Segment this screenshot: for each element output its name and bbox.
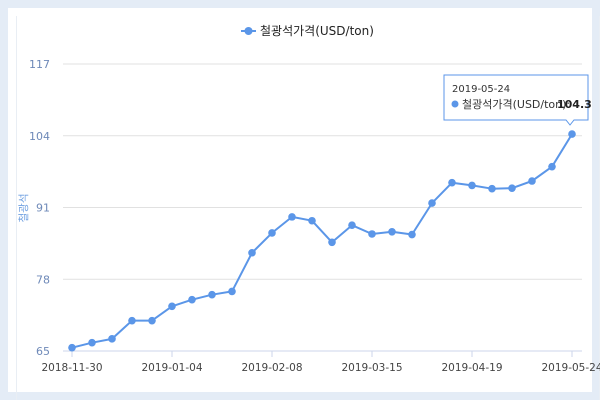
y-tick-label: 78 [36, 273, 50, 286]
data-point [288, 213, 296, 221]
y-tick-label: 65 [36, 345, 50, 358]
data-point [388, 227, 396, 236]
data-point [448, 178, 456, 187]
data-point [508, 184, 516, 192]
y-axis-title: 철광석 [18, 194, 30, 223]
data-point [548, 162, 556, 171]
data-point [268, 229, 276, 237]
data-point [128, 316, 136, 325]
data-point [248, 248, 256, 257]
data-point [348, 221, 356, 229]
data-point [168, 302, 176, 311]
y-tick-label: 117 [29, 58, 50, 71]
series-layer [68, 130, 576, 352]
x-tick-label: 2019-05-24 [541, 362, 600, 374]
tooltip-date: 2019-05-24 [452, 84, 510, 95]
x-ticks: 2018-11-30 2019-01-04 2019-02-08 2019-03-15… [41, 351, 600, 374]
legend-label: 철광석가격(USD/ton) [260, 24, 374, 38]
data-point [428, 199, 436, 207]
data-point [568, 130, 576, 138]
data-point [68, 343, 76, 352]
data-point [468, 181, 476, 190]
tooltip: 2019-05-24 철광석가격(USD/ton): 104.3 [443, 74, 592, 126]
data-point [368, 230, 376, 238]
data-point [488, 184, 496, 193]
tooltip-value: 104.3 [557, 98, 592, 111]
data-point [528, 177, 536, 185]
x-tick-label: 2019-02-08 [241, 362, 302, 374]
data-point [308, 216, 316, 225]
x-tick-label: 2019-01-04 [141, 362, 202, 374]
data-point [188, 295, 196, 304]
data-point [228, 287, 236, 296]
data-point [148, 316, 156, 325]
data-point [88, 338, 96, 347]
tooltip-marker [451, 100, 459, 108]
y-tick-label: 91 [36, 202, 50, 215]
x-tick-label: 2018-11-30 [41, 362, 102, 374]
x-tick-label: 2019-03-15 [341, 362, 402, 374]
legend[interactable]: 철광석가격(USD/ton) [241, 24, 374, 38]
series-line [71, 133, 573, 349]
y-ticks: 65 78 91 104 117 [29, 58, 50, 358]
y-tick-label: 104 [29, 130, 50, 143]
grid [63, 63, 582, 352]
tooltip-box [443, 74, 589, 126]
data-point [108, 335, 116, 343]
tooltip-series-label: 철광석가격(USD/ton): [462, 98, 570, 111]
legend-marker [244, 27, 253, 35]
data-point [208, 290, 216, 299]
data-point [328, 238, 336, 247]
data-point [408, 230, 416, 239]
x-tick-label: 2019-04-19 [441, 362, 502, 374]
